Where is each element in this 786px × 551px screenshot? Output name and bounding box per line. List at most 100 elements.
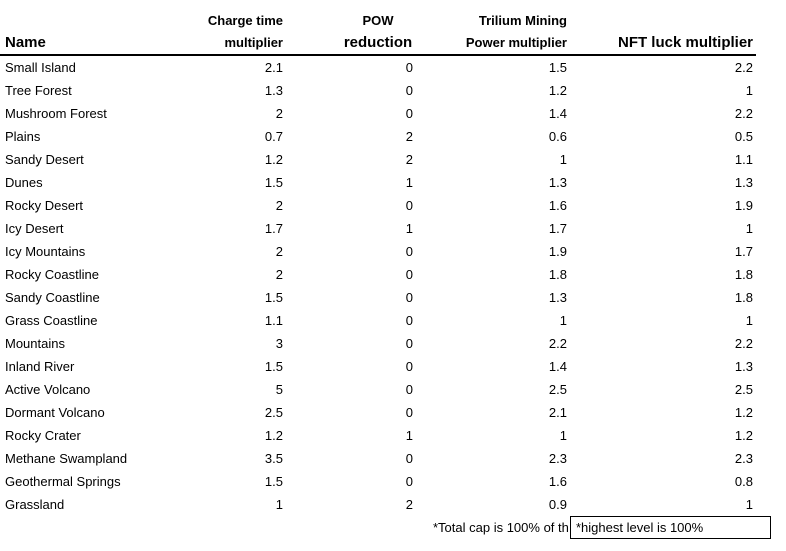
cell-trilium-power-multiplier[interactable]: 1.6 <box>548 198 567 213</box>
cell-pow-reduction[interactable]: 1 <box>405 175 413 190</box>
cell-charge-time-multiplier[interactable]: 1.2 <box>264 428 283 443</box>
cell-name[interactable]: Inland River <box>5 359 75 374</box>
cell-nft-luck-multiplier[interactable]: 2.5 <box>734 382 753 397</box>
cell-pow-reduction[interactable]: 0 <box>405 83 413 98</box>
cell-nft-luck-multiplier[interactable]: 1.8 <box>734 290 753 305</box>
cell-pow-reduction[interactable]: 0 <box>405 313 413 328</box>
cell-nft-luck-multiplier[interactable]: 2.3 <box>734 451 753 466</box>
cell-pow-reduction[interactable]: 2 <box>405 152 413 167</box>
cell-nft-luck-multiplier[interactable]: 1.7 <box>734 244 753 259</box>
header-trilium-line2[interactable]: Power multiplier <box>465 35 567 50</box>
cell-name[interactable]: Sandy Desert <box>5 152 84 167</box>
cell-charge-time-multiplier[interactable]: 3 <box>275 336 283 351</box>
cell-pow-reduction[interactable]: 2 <box>405 129 413 144</box>
cell-trilium-power-multiplier[interactable]: 1.2 <box>548 83 567 98</box>
cell-pow-reduction[interactable]: 0 <box>405 405 413 420</box>
cell-pow-reduction[interactable]: 0 <box>405 244 413 259</box>
cell-pow-reduction[interactable]: 2 <box>405 497 413 512</box>
active-cell-box[interactable]: *highest level is 100% <box>570 516 771 539</box>
cell-trilium-power-multiplier[interactable]: 1 <box>559 313 567 328</box>
cell-charge-time-multiplier[interactable]: 2.5 <box>264 405 283 420</box>
cell-name[interactable]: Methane Swampland <box>5 451 128 466</box>
header-trilium-line1[interactable]: Trilium Mining <box>478 13 567 28</box>
cell-trilium-power-multiplier[interactable]: 1.8 <box>548 267 567 282</box>
cell-trilium-power-multiplier[interactable]: 1.4 <box>548 106 567 121</box>
cell-nft-luck-multiplier[interactable]: 2.2 <box>734 106 753 121</box>
cell-name[interactable]: Small Island <box>5 60 76 75</box>
cell-nft-luck-multiplier[interactable]: 1 <box>745 497 753 512</box>
cell-pow-reduction[interactable]: 0 <box>405 106 413 121</box>
cell-name[interactable]: Tree Forest <box>5 83 72 98</box>
cell-trilium-power-multiplier[interactable]: 1.3 <box>548 175 567 190</box>
header-name[interactable]: Name <box>5 34 46 51</box>
cell-nft-luck-multiplier[interactable]: 1 <box>745 221 753 236</box>
cell-nft-luck-multiplier[interactable]: 1 <box>745 313 753 328</box>
cell-pow-reduction[interactable]: 1 <box>405 221 413 236</box>
cell-name[interactable]: Geothermal Springs <box>5 474 121 489</box>
cell-nft-luck-multiplier[interactable]: 1 <box>745 83 753 98</box>
cell-name[interactable]: Rocky Desert <box>5 198 84 213</box>
cell-name[interactable]: Icy Desert <box>5 221 64 236</box>
cell-charge-time-multiplier[interactable]: 1.5 <box>264 474 283 489</box>
cell-trilium-power-multiplier[interactable]: 1.4 <box>548 359 567 374</box>
cell-pow-reduction[interactable]: 0 <box>405 382 413 397</box>
cell-name[interactable]: Grass Coastline <box>5 313 98 328</box>
cell-charge-time-multiplier[interactable]: 2 <box>275 106 283 121</box>
cell-pow-reduction[interactable]: 0 <box>405 474 413 489</box>
cell-charge-time-multiplier[interactable]: 1.5 <box>264 175 283 190</box>
cell-trilium-power-multiplier[interactable]: 1.7 <box>548 221 567 236</box>
cell-nft-luck-multiplier[interactable]: 2.2 <box>734 336 753 351</box>
cell-trilium-power-multiplier[interactable]: 2.2 <box>548 336 567 351</box>
cell-nft-luck-multiplier[interactable]: 1.8 <box>734 267 753 282</box>
cell-pow-reduction[interactable]: 0 <box>405 336 413 351</box>
cell-nft-luck-multiplier[interactable]: 1.2 <box>734 428 753 443</box>
cell-trilium-power-multiplier[interactable]: 1.3 <box>548 290 567 305</box>
cell-name[interactable]: Grassland <box>5 497 65 512</box>
cell-charge-time-multiplier[interactable]: 1.7 <box>264 221 283 236</box>
cell-nft-luck-multiplier[interactable]: 0.8 <box>734 474 753 489</box>
cell-pow-reduction[interactable]: 0 <box>405 60 413 75</box>
cell-nft-luck-multiplier[interactable]: 0.5 <box>734 129 753 144</box>
cell-name[interactable]: Active Volcano <box>5 382 91 397</box>
cell-name[interactable]: Plains <box>5 129 41 144</box>
cell-name[interactable]: Rocky Coastline <box>5 267 99 282</box>
cell-charge-time-multiplier[interactable]: 2.1 <box>264 60 283 75</box>
cell-charge-time-multiplier[interactable]: 0.7 <box>264 129 283 144</box>
cell-trilium-power-multiplier[interactable]: 2.5 <box>548 382 567 397</box>
cell-charge-time-multiplier[interactable]: 1.5 <box>264 290 283 305</box>
cell-charge-time-multiplier[interactable]: 1 <box>275 497 283 512</box>
cell-trilium-power-multiplier[interactable]: 1.5 <box>548 60 567 75</box>
cell-trilium-power-multiplier[interactable]: 1.9 <box>548 244 567 259</box>
cell-pow-reduction[interactable]: 0 <box>405 359 413 374</box>
cell-pow-reduction[interactable]: 0 <box>405 290 413 305</box>
cell-charge-time-multiplier[interactable]: 2 <box>275 244 283 259</box>
footnote-total-cap[interactable]: *Total cap is 100% of th <box>433 520 569 535</box>
cell-trilium-power-multiplier[interactable]: 2.1 <box>548 405 567 420</box>
cell-nft-luck-multiplier[interactable]: 1.2 <box>734 405 753 420</box>
cell-name[interactable]: Rocky Crater <box>5 428 81 443</box>
cell-pow-reduction[interactable]: 0 <box>405 198 413 213</box>
cell-nft-luck-multiplier[interactable]: 1.3 <box>734 359 753 374</box>
header-pow-line2[interactable]: reduction <box>343 34 413 51</box>
cell-trilium-power-multiplier[interactable]: 2.3 <box>548 451 567 466</box>
cell-name[interactable]: Mushroom Forest <box>5 106 107 121</box>
cell-nft-luck-multiplier[interactable]: 2.2 <box>734 60 753 75</box>
cell-charge-time-multiplier[interactable]: 1.1 <box>264 313 283 328</box>
header-nft-luck-multiplier[interactable]: NFT luck multiplier <box>617 34 753 51</box>
cell-nft-luck-multiplier[interactable]: 1.1 <box>734 152 753 167</box>
cell-trilium-power-multiplier[interactable]: 0.9 <box>548 497 567 512</box>
cell-name[interactable]: Sandy Coastline <box>5 290 100 305</box>
cell-pow-reduction[interactable]: 0 <box>405 267 413 282</box>
cell-pow-reduction[interactable]: 0 <box>405 451 413 466</box>
cell-name[interactable]: Icy Mountains <box>5 244 86 259</box>
header-pow-line1[interactable]: POW <box>362 13 394 28</box>
cell-charge-time-multiplier[interactable]: 1.2 <box>264 152 283 167</box>
cell-charge-time-multiplier[interactable]: 2 <box>275 267 283 282</box>
cell-nft-luck-multiplier[interactable]: 1.3 <box>734 175 753 190</box>
cell-trilium-power-multiplier[interactable]: 1.6 <box>548 474 567 489</box>
cell-charge-time-multiplier[interactable]: 1.3 <box>264 83 283 98</box>
cell-pow-reduction[interactable]: 1 <box>405 428 413 443</box>
header-charge-time-line2[interactable]: multiplier <box>224 35 283 50</box>
cell-charge-time-multiplier[interactable]: 2 <box>275 198 283 213</box>
cell-charge-time-multiplier[interactable]: 5 <box>275 382 283 397</box>
